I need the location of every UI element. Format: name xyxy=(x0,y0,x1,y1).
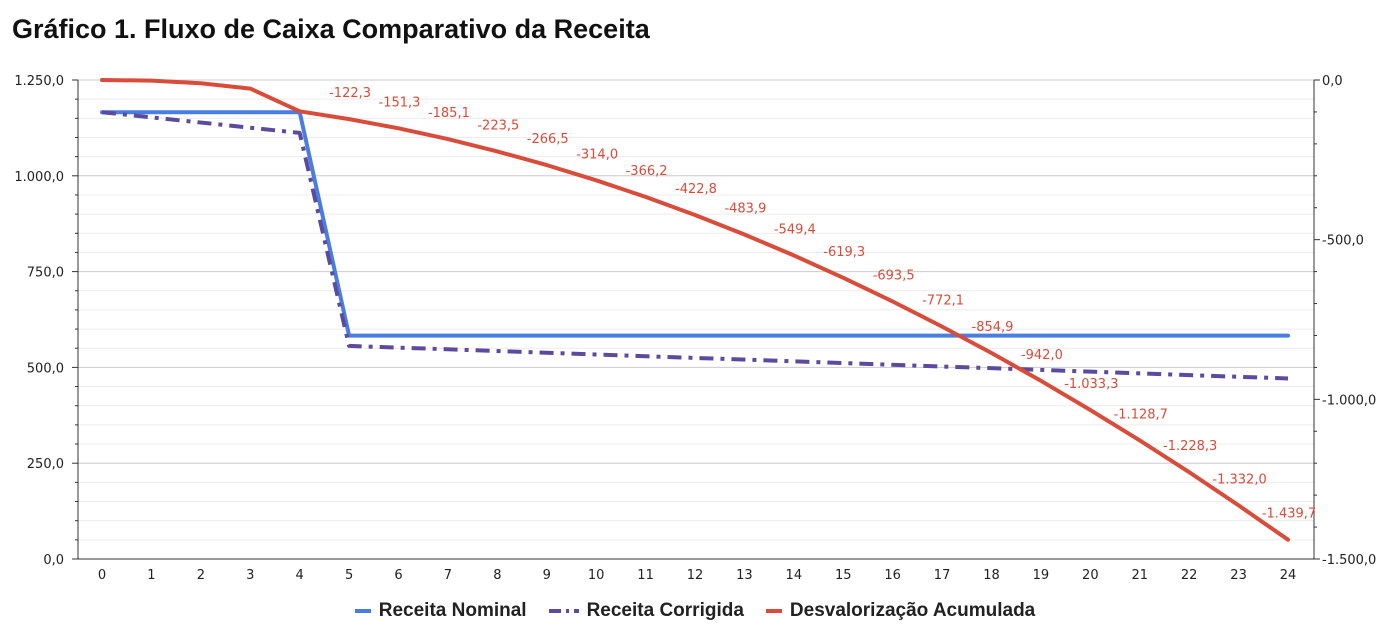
data-label: -366,2 xyxy=(626,164,668,179)
data-label: -1.439,7 xyxy=(1262,507,1316,522)
legend-swatch-desvalorizacao-acumulada xyxy=(765,609,782,613)
x-tick-labels: 0 1 2 3 4 5 6 7 8 9 10 11 12 13 14 15 16 17 18 19 20 21 22 23 24 xyxy=(98,568,1296,583)
data-label: -1.228,3 xyxy=(1163,439,1217,454)
line-chart: 0,0 250,0 500,0 750,0 1.000,0 1.250,0 0,0 -500… xyxy=(14,74,1376,583)
data-label: -693,5 xyxy=(873,268,915,283)
data-label: -1.033,3 xyxy=(1064,377,1118,392)
x-tick-label: 7 xyxy=(444,568,452,583)
data-label: -619,3 xyxy=(823,245,865,260)
right-y-tick-label: -1.500,0 xyxy=(1322,553,1376,568)
legend-swatch-receita-nominal xyxy=(354,609,371,613)
legend-label-receita-corrigida: Receita Corrigida xyxy=(586,600,744,621)
x-tick-label: 8 xyxy=(493,568,501,583)
x-tick-label: 18 xyxy=(983,568,1000,583)
data-label: -1.128,7 xyxy=(1114,407,1168,422)
x-tick-label: 4 xyxy=(296,568,304,583)
right-y-tick-label: -500,0 xyxy=(1322,234,1364,249)
left-y-tick-label: 0,0 xyxy=(43,553,64,568)
left-y-tick-label: 750,0 xyxy=(27,266,64,281)
data-label: -151,3 xyxy=(379,95,421,110)
x-tick-label: 22 xyxy=(1181,568,1198,583)
left-y-tick-labels: 0,0 250,0 500,0 750,0 1.000,0 1.250,0 xyxy=(14,74,64,568)
data-label: -854,9 xyxy=(972,320,1014,335)
x-tick-label: 10 xyxy=(588,568,605,583)
legend-item-desvalorizacao-acumulada: Desvalorização Acumulada xyxy=(765,600,1036,622)
x-tick-label: 2 xyxy=(197,568,205,583)
series-lines xyxy=(100,78,1290,542)
left-y-tick-label: 1.250,0 xyxy=(14,74,64,89)
legend-swatch-receita-corrigida xyxy=(548,609,579,613)
x-tick-label: 1 xyxy=(147,568,155,583)
data-label: -549,4 xyxy=(774,222,816,237)
left-y-tick-label: 250,0 xyxy=(27,457,64,472)
left-y-tick-label: 500,0 xyxy=(27,361,64,376)
x-tick-label: 21 xyxy=(1131,568,1148,583)
x-tick-label: 14 xyxy=(786,568,803,583)
x-tick-label: 13 xyxy=(736,568,753,583)
x-tick-label: 0 xyxy=(98,568,106,583)
x-tick-label: 16 xyxy=(884,568,901,583)
x-tick-label: 6 xyxy=(394,568,402,583)
right-y-tick-labels: 0,0 -500,0 -1.000,0 -1.500,0 xyxy=(1322,74,1376,568)
series-line-receita-nominal xyxy=(100,110,1290,338)
x-tick-label: 11 xyxy=(637,568,654,583)
legend-item-receita-nominal: Receita Nominal xyxy=(354,600,527,622)
legend-label-desvalorizacao-acumulada: Desvalorização Acumulada xyxy=(789,600,1036,621)
x-tick-label: 15 xyxy=(835,568,852,583)
x-tick-label: 23 xyxy=(1230,568,1247,583)
x-tick-label: 20 xyxy=(1082,568,1099,583)
legend-item-receita-corrigida: Receita Corrigida xyxy=(548,600,744,622)
data-label: -483,9 xyxy=(724,202,766,217)
data-label: -266,5 xyxy=(527,132,569,147)
series-line-desvalorizacao-acumulada xyxy=(100,78,1290,542)
data-label: -772,1 xyxy=(922,294,964,309)
x-tick-label: 5 xyxy=(345,568,353,583)
chart-title: Gráfico 1. Fluxo de Caixa Comparativo da… xyxy=(12,14,650,44)
series-line-receita-corrigida xyxy=(101,110,1289,381)
data-label: -122,3 xyxy=(329,86,371,101)
right-y-tick-label: 0,0 xyxy=(1322,74,1343,89)
data-label: -223,5 xyxy=(477,118,519,133)
axes xyxy=(72,79,1320,560)
left-y-tick-label: 1.000,0 xyxy=(14,170,64,185)
x-tick-label: 3 xyxy=(246,568,254,583)
data-label: -942,0 xyxy=(1021,348,1063,363)
legend: Receita Nominal Receita Corrigida Desval… xyxy=(0,600,1390,622)
x-tick-label: 9 xyxy=(543,568,551,583)
data-label: -185,1 xyxy=(428,106,470,121)
x-tick-label: 17 xyxy=(934,568,951,583)
x-tick-label: 12 xyxy=(687,568,704,583)
grid-lines xyxy=(78,79,1314,541)
data-label: -1.332,0 xyxy=(1212,472,1266,487)
right-y-tick-label: -1.000,0 xyxy=(1322,393,1376,408)
data-label: -422,8 xyxy=(675,182,717,197)
legend-label-receita-nominal: Receita Nominal xyxy=(378,600,527,621)
data-label: -314,0 xyxy=(576,147,618,162)
x-tick-label: 19 xyxy=(1033,568,1050,583)
data-labels: -122,3 -151,3 -185,1 -223,5 -266,5 -314,0 -366… xyxy=(329,86,1316,522)
x-tick-label: 24 xyxy=(1280,568,1297,583)
